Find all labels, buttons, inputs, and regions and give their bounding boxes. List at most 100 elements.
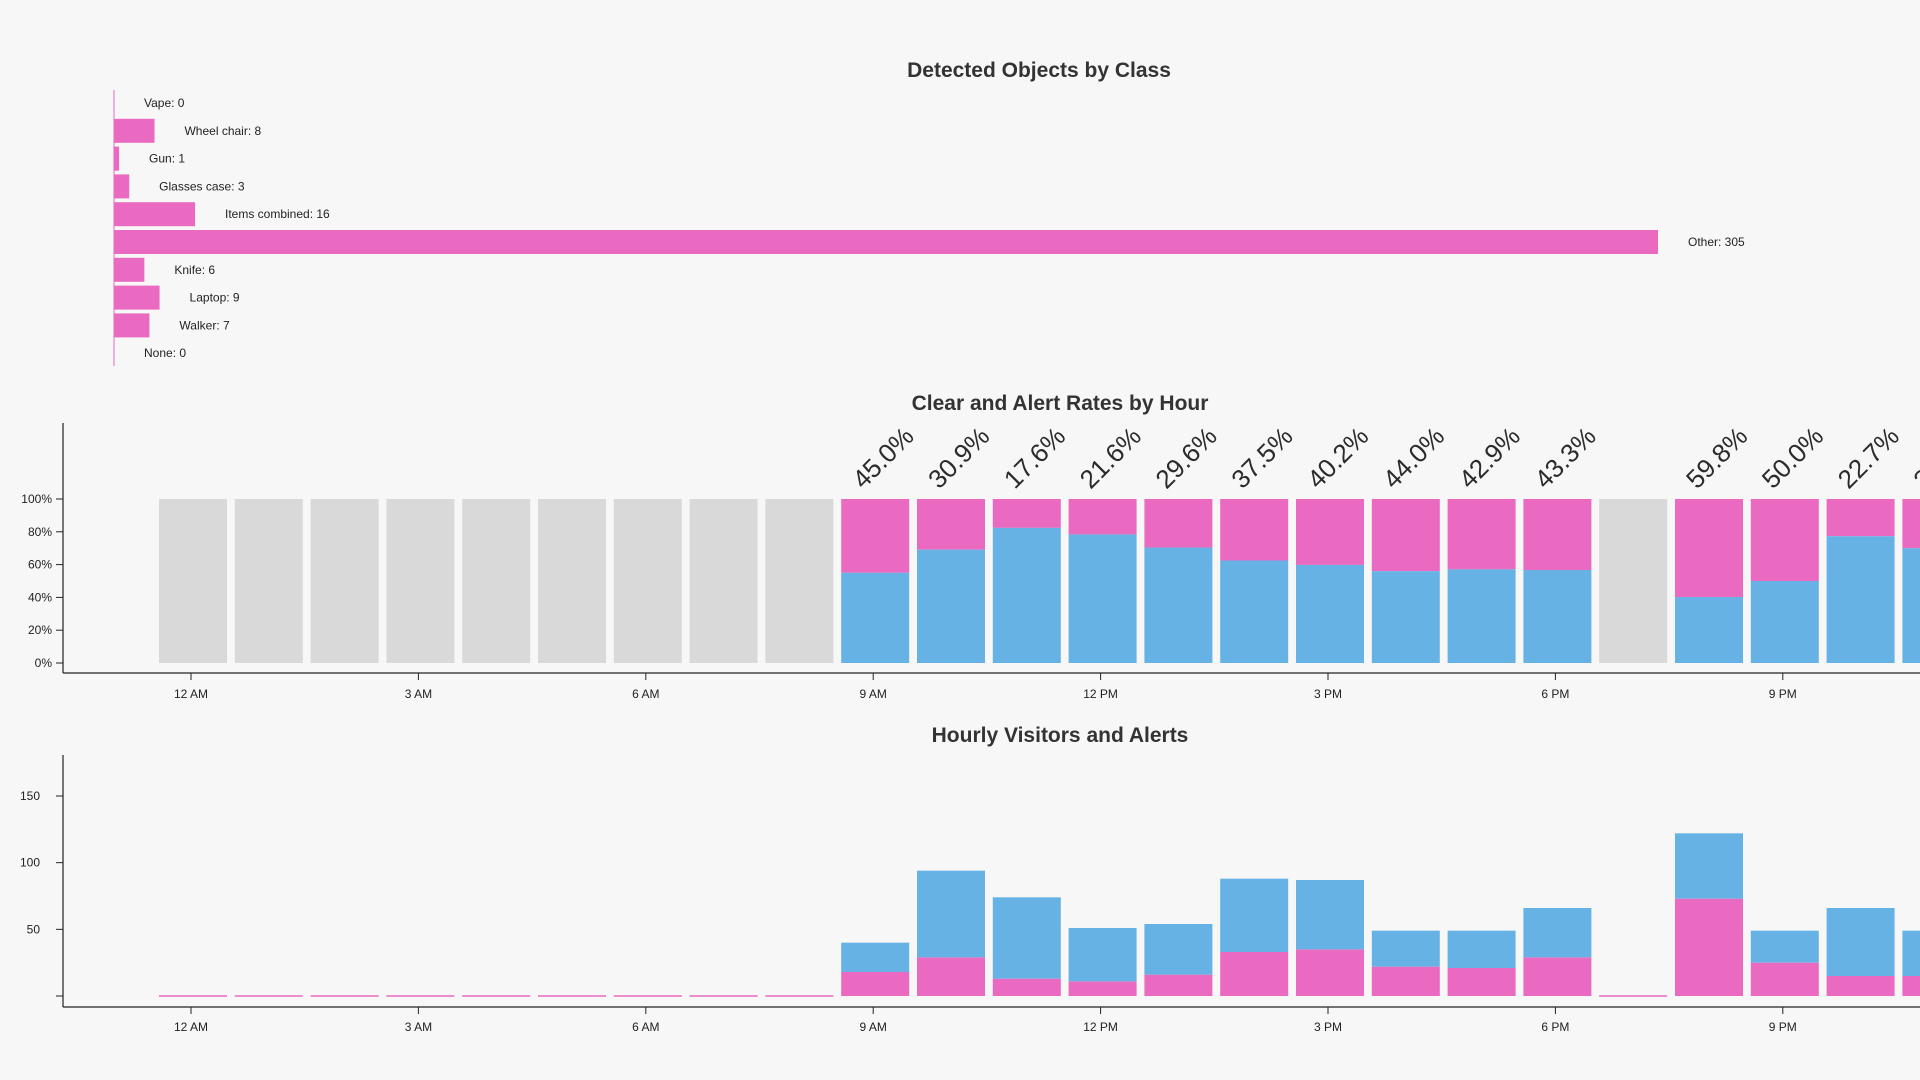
visitors-axes-group: 50 100 150 12 AM 3 AM 6 AM 9 AM 12 PM 3 PM 6 PM 9 … (20, 755, 1920, 1034)
visitors-clear-segment (1144, 924, 1213, 975)
rates-clear-segment (1296, 564, 1364, 663)
rates-clear-segment (1144, 547, 1213, 663)
rates-alert-segment (1220, 499, 1289, 561)
visitors-clear-segment (841, 942, 910, 972)
rates-percent-label: 17.6% (998, 421, 1071, 494)
rates-clear-segment (1826, 536, 1895, 663)
rates-alert-segment (992, 499, 1061, 528)
visitors-x-tick-label: 6 PM (1541, 1020, 1569, 1034)
visitors-y-tick-label: 100 (20, 856, 40, 870)
rates-empty-bar (689, 499, 758, 663)
rates-alert-segment (1826, 499, 1895, 537)
rates-empty-bar (765, 499, 834, 663)
visitors-clear-segment (1220, 878, 1289, 952)
visitors-x-tick-label: 9 AM (860, 1020, 887, 1034)
rates-clear-segment (1447, 569, 1516, 663)
rates-clear-segment (1750, 581, 1819, 663)
rates-x-tick-label: 3 PM (1314, 687, 1342, 701)
visitors-alerts-chart: Hourly Visitors and Alerts 50 100 150 12 AM… (20, 724, 1920, 1034)
rates-clear-segment (1675, 597, 1743, 663)
rates-alert-segment (1902, 499, 1920, 549)
rates-percent-label: 21.6% (1074, 421, 1147, 494)
objects-bar-label: Glasses case: 3 (159, 179, 245, 193)
rates-percent-label: 40.2% (1301, 421, 1374, 494)
rates-y-tick-label: 20% (28, 623, 52, 637)
objects-bar-label: Vape: 0 (144, 96, 185, 110)
objects-bar-label: Other: 305 (1688, 235, 1745, 249)
objects-bar-label: Walker: 7 (179, 318, 230, 332)
rates-empty-bar (613, 499, 682, 663)
visitors-alert-segment (1144, 974, 1213, 996)
rates-clear-segment (1371, 571, 1440, 663)
visitors-clear-segment (1675, 833, 1743, 899)
rates-clear-segment (917, 549, 985, 663)
visitors-clear-segment (1296, 880, 1364, 950)
rates-x-tick-label: 6 PM (1541, 687, 1569, 701)
visitors-clear-segment (1750, 930, 1819, 963)
visitors-x-tick-label: 3 PM (1314, 1020, 1342, 1034)
objects-bar-label: Laptop: 9 (190, 291, 240, 305)
rates-empty-bar (538, 499, 606, 663)
objects-bars-group: Vape: 0 Wheel chair: 8 Gun: 1 Glasses case:… (113, 90, 1745, 366)
visitors-clear-segment (1371, 930, 1440, 967)
rates-clear-segment (1523, 570, 1592, 663)
rates-alert-segment (917, 499, 985, 550)
rates-alert-segment (841, 499, 910, 573)
objects-bar (114, 202, 195, 227)
rates-alert-segment (1447, 499, 1516, 570)
objects-bar (114, 230, 1658, 254)
visitors-clear-segment (1902, 930, 1920, 976)
rates-empty-bar (234, 499, 303, 663)
visitors-x-tick-label: 12 PM (1083, 1020, 1118, 1034)
objects-chart-title: Detected Objects by Class (907, 59, 1171, 82)
visitors-x-tick-label: 9 PM (1769, 1020, 1797, 1034)
rates-alert-segment (1750, 499, 1819, 581)
rates-percent-label: 30.0% (1907, 421, 1920, 494)
visitors-alert-segment (841, 972, 910, 996)
rates-y-tick-label: 60% (28, 558, 52, 572)
visitors-alert-segment (1371, 966, 1440, 996)
visitors-alert-segment (1902, 976, 1920, 996)
objects-bar-label: Items combined: 16 (225, 207, 330, 221)
visitors-alert-segment (992, 978, 1061, 996)
objects-by-class-chart: Detected Objects by Class Vape: 0 Wheel c… (113, 59, 1745, 366)
visitors-alert-segment (1447, 968, 1516, 996)
objects-bar (114, 313, 150, 338)
visitors-y-tick-label: 150 (20, 789, 40, 803)
visitors-x-tick-label: 6 AM (632, 1020, 659, 1034)
rates-alert-segment (1296, 499, 1364, 565)
rates-bars-group: 45.0% 30.9% 17.6% 21.6% 29.6% 37.5% 40.2% 44.0%… (159, 421, 1920, 663)
rates-alert-segment (1675, 499, 1743, 598)
objects-bar (114, 257, 145, 282)
rates-clear-segment (1220, 560, 1289, 663)
rates-x-tick-label: 12 PM (1083, 687, 1118, 701)
visitors-chart-title: Hourly Visitors and Alerts (932, 724, 1189, 747)
rates-x-tick-label: 3 AM (405, 687, 432, 701)
objects-bar-label: Knife: 6 (174, 263, 215, 277)
rates-clear-segment (1068, 534, 1137, 663)
visitors-alert-segment (1296, 949, 1364, 996)
visitors-bars-group (159, 833, 1920, 997)
rates-alert-segment (1523, 499, 1592, 571)
objects-bar (114, 285, 160, 310)
rates-empty-bar (1599, 499, 1668, 663)
rates-percent-label: 59.8% (1680, 421, 1753, 494)
visitors-clear-segment (1523, 908, 1592, 958)
rates-y-tick-label: 100% (21, 492, 52, 506)
visitors-alert-segment (1523, 957, 1592, 996)
rates-percent-label: 43.3% (1528, 421, 1601, 494)
rates-clear-segment (992, 527, 1061, 663)
rates-y-tick-label: 80% (28, 525, 52, 539)
objects-bar-label: Wheel chair: 8 (184, 124, 261, 138)
rates-y-tick-label: 40% (28, 590, 52, 604)
rates-x-tick-label: 12 AM (174, 687, 208, 701)
visitors-clear-segment (1826, 908, 1895, 976)
visitors-clear-segment (917, 870, 985, 958)
rates-alert-segment (1068, 499, 1137, 535)
objects-bar (114, 146, 120, 171)
visitors-alert-segment (917, 957, 985, 996)
rates-percent-label: 44.0% (1377, 421, 1450, 494)
rates-percent-label: 22.7% (1832, 421, 1905, 494)
visitors-alert-segment (1675, 898, 1743, 996)
